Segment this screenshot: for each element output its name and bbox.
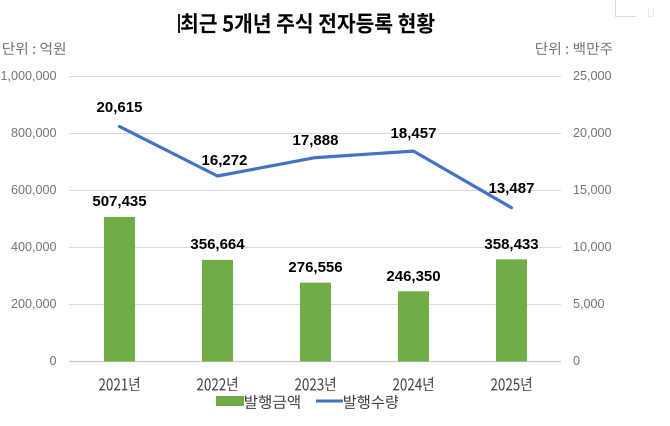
bar-2022년[interactable] [202, 259, 233, 362]
right-axis-tick-4: 20,000 [573, 126, 612, 140]
legend-bar-swatch[interactable] [216, 396, 244, 406]
cell-border-artifact-faint-right [653, 7, 655, 17]
left-axis-tick-5: 1,000,000 [0, 69, 57, 83]
legend-label-issue-amount[interactable] [245, 395, 300, 409]
left-axis-tick-1: 200,000 [10, 297, 57, 311]
legend-line-swatch[interactable] [316, 399, 343, 403]
category-label-1 [99, 376, 140, 391]
left-axis-tick-4: 800,000 [10, 126, 57, 140]
bar-2024년[interactable] [398, 291, 429, 362]
text-cursor [177, 13, 180, 33]
bar-data-label-3: 246,350 [386, 267, 441, 285]
right-axis-tick-5: 25,000 [573, 69, 612, 83]
line-data-label-1: 16,272 [201, 152, 248, 169]
bar-data-label-2: 276,556 [288, 259, 343, 276]
chart-title [181, 13, 435, 34]
bar-data-label-1: 356,664 [190, 236, 245, 254]
cell-border-artifact-vertical [615, 0, 617, 17]
line-data-label-4: 13,487 [488, 179, 535, 197]
cell-border-artifact-faint-bottom [648, 15, 655, 17]
cell-border-artifact-horizontal [615, 15, 636, 18]
line-series[interactable] [117, 124, 514, 210]
category-label-4 [393, 376, 434, 391]
line-data-label-0: 20,615 [96, 98, 143, 116]
legend-label-issue-quantity[interactable] [343, 395, 399, 409]
line-data-label-2: 17,888 [292, 131, 339, 149]
category-label-2 [197, 376, 238, 391]
bar-2021년[interactable] [104, 216, 135, 362]
category-label-5 [491, 376, 532, 391]
right-axis-tick-1: 5,000 [573, 297, 605, 311]
bar-data-label-4: 358,433 [484, 235, 539, 253]
bar-2025년[interactable] [496, 259, 527, 362]
category-label-3 [295, 376, 336, 391]
right-axis-tick-3: 15,000 [573, 183, 612, 197]
right-axis-tick-0: 0 [573, 354, 581, 368]
left-axis-tick-2: 400,000 [10, 240, 57, 254]
bar-data-label-0: 507,435 [92, 193, 147, 211]
right-axis-tick-2: 10,000 [573, 240, 612, 254]
cell-border-artifact-faint-left [648, 7, 650, 17]
left-axis-unit-label [3, 42, 65, 55]
line-data-label-3: 18,457 [390, 125, 437, 143]
left-axis-tick-0: 0 [49, 354, 57, 368]
right-axis-unit-label [535, 42, 612, 55]
bar-2023년[interactable] [300, 282, 331, 362]
left-axis-tick-3: 600,000 [10, 183, 57, 197]
